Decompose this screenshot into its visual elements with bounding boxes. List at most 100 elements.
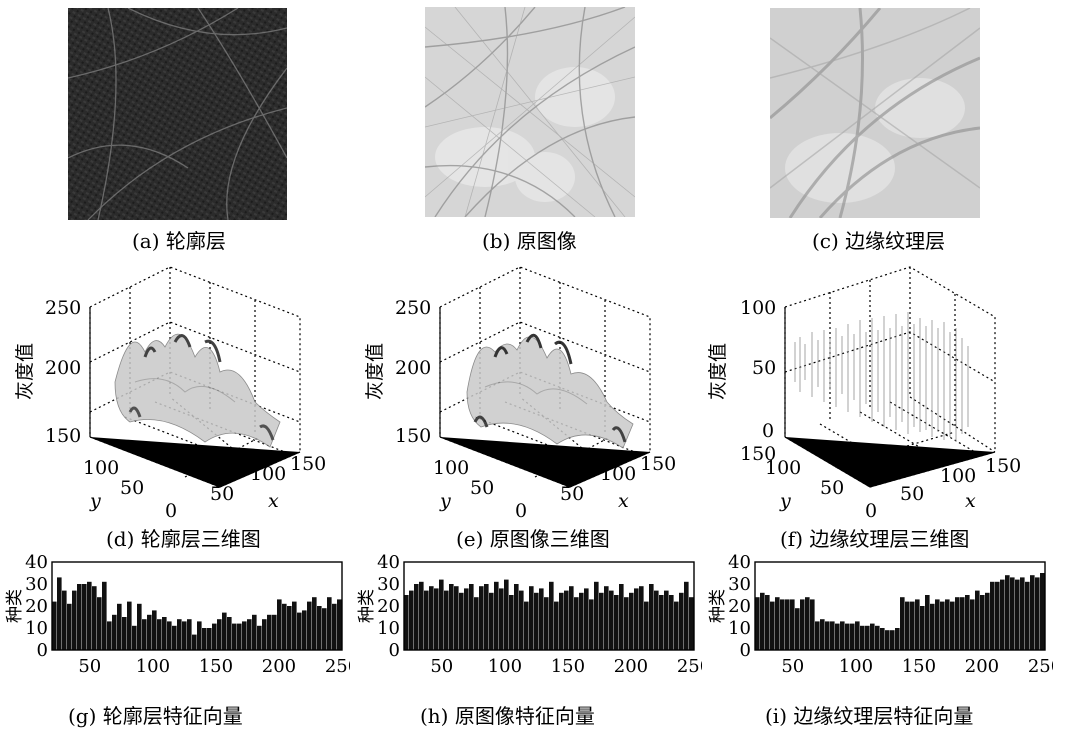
bar xyxy=(644,601,649,650)
bar xyxy=(524,601,529,650)
bar xyxy=(332,603,337,650)
plot-frame xyxy=(403,561,695,651)
bar xyxy=(142,619,147,650)
bar xyxy=(227,617,232,650)
caption-i: (i) 边缘纹理层特征向量 xyxy=(765,704,974,728)
bar xyxy=(965,595,970,650)
image-edge-texture-layer xyxy=(770,8,980,218)
bar xyxy=(875,625,880,650)
bar xyxy=(424,590,429,650)
bar xyxy=(127,601,132,650)
y-tick-label: 10 xyxy=(25,618,48,639)
bar xyxy=(845,623,850,650)
bar xyxy=(830,621,835,650)
bar xyxy=(92,586,97,650)
bar xyxy=(322,608,327,650)
bar xyxy=(484,584,489,650)
bar xyxy=(292,601,297,650)
x-tick-label: 250 xyxy=(325,656,350,677)
bar xyxy=(312,597,317,650)
z-tick-label: 50 xyxy=(752,357,776,379)
caption-g: (g) 轮廓层特征向量 xyxy=(68,704,243,728)
bar xyxy=(659,595,664,650)
y-axis-label: 种类 xyxy=(708,589,728,623)
image-original xyxy=(425,7,635,217)
x-tick-label: 200 xyxy=(614,656,648,677)
caption-d: (d) 轮廓层三维图 xyxy=(106,527,261,551)
x-tick-label: 150 xyxy=(985,455,1021,477)
y-axis-label: 种类 xyxy=(357,589,377,623)
bar xyxy=(1025,581,1030,650)
bar xyxy=(820,619,825,650)
bar xyxy=(217,619,222,650)
bar xyxy=(327,597,332,650)
image-contour-layer xyxy=(68,8,287,220)
caption-a: (a) 轮廓层 xyxy=(132,229,226,253)
y-tick-label: 100 xyxy=(765,457,801,479)
caption-c: (c) 边缘纹理层 xyxy=(812,229,946,253)
feature-vector-chart-contour: 01020304050100150200250频率/kHz种类 xyxy=(5,552,350,677)
bar xyxy=(970,599,975,650)
bar xyxy=(870,623,875,650)
z-tick-label: 200 xyxy=(45,357,81,379)
plot-frame xyxy=(51,561,343,651)
bar xyxy=(529,586,534,650)
bar xyxy=(77,584,82,650)
surface-plot-edge-texture: 100 50 0 150 100 50 0 50 100 150 x y 灰度值 xyxy=(707,266,1021,522)
plot-frame xyxy=(754,561,1046,651)
bar xyxy=(755,597,760,650)
z-axis-label: 灰度值 xyxy=(14,343,36,400)
y-tick-label: 20 xyxy=(25,596,48,617)
bar xyxy=(649,584,654,650)
bar xyxy=(262,619,267,650)
x-tick-label: 150 xyxy=(640,453,676,475)
bar xyxy=(509,595,514,650)
bar xyxy=(87,581,92,650)
bar xyxy=(494,581,499,650)
bar xyxy=(454,586,459,650)
bar xyxy=(890,630,895,650)
bar xyxy=(187,619,192,650)
bar xyxy=(865,625,870,650)
bar xyxy=(584,588,589,650)
bar xyxy=(247,619,252,650)
bar xyxy=(614,595,619,650)
z-axis-label: 灰度值 xyxy=(707,343,729,400)
bar xyxy=(634,588,639,650)
bar xyxy=(469,584,474,650)
bar xyxy=(569,586,574,650)
bar xyxy=(212,623,217,650)
bar xyxy=(72,590,77,650)
x-tick-label: 150 xyxy=(290,453,326,475)
bar xyxy=(1000,579,1005,650)
y-tick-label: 40 xyxy=(377,552,400,573)
bar xyxy=(57,577,62,650)
bar xyxy=(790,599,795,650)
bar xyxy=(950,601,955,650)
bar xyxy=(589,599,594,650)
bar xyxy=(489,592,494,650)
x-tick-label: 250 xyxy=(677,656,702,677)
bar xyxy=(317,606,322,650)
z-tick-label: 250 xyxy=(395,297,431,319)
bar xyxy=(805,597,810,650)
y-tick-label: 40 xyxy=(728,552,751,573)
bar xyxy=(414,584,419,650)
bar xyxy=(985,592,990,650)
bar xyxy=(439,579,444,650)
y-tick-label: 50 xyxy=(820,477,844,499)
z-axis-label: 灰度值 xyxy=(364,343,386,400)
caption-h: (h) 原图像特征向量 xyxy=(420,704,595,728)
y-tick-label: 0 xyxy=(740,640,751,661)
bar xyxy=(594,581,599,650)
z-tick-label: 0 xyxy=(762,420,774,442)
bar xyxy=(117,603,122,650)
z-tick-label: 150 xyxy=(45,425,81,447)
y-tick-label: 100 xyxy=(83,457,119,479)
x-tick-label: 50 xyxy=(78,656,101,677)
bar xyxy=(990,581,995,650)
bar xyxy=(825,621,830,650)
bar xyxy=(574,597,579,650)
bar xyxy=(544,597,549,650)
bar xyxy=(197,621,202,650)
